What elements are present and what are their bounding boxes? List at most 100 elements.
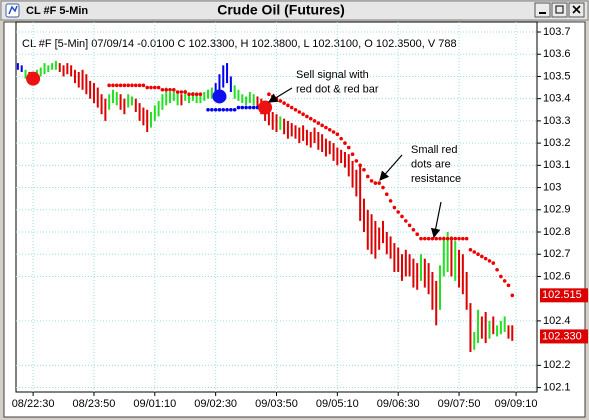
stop-dot	[141, 83, 146, 88]
y-tick-label: 102.6	[543, 270, 571, 282]
window-buttons	[534, 2, 585, 18]
stop-dot	[327, 127, 332, 132]
stop-dot	[434, 236, 439, 241]
maximize-button[interactable]	[551, 2, 568, 18]
y-tick-label: 102.2	[543, 359, 571, 371]
x-tick-label: 09/09:10	[495, 398, 538, 410]
stop-dot	[168, 87, 172, 92]
stop-dot	[286, 103, 290, 108]
stop-dot	[430, 236, 435, 241]
stop-dot	[156, 85, 161, 90]
stop-dot	[384, 192, 389, 197]
stop-dot	[145, 85, 150, 90]
stop-dot	[445, 236, 450, 241]
stop-dot	[160, 87, 165, 92]
stop-dot	[130, 83, 134, 88]
stop-dot	[480, 254, 484, 259]
close-glyph	[572, 5, 581, 14]
stop-dot	[423, 236, 427, 241]
stop-dot	[457, 236, 461, 241]
stop-dot	[308, 116, 313, 121]
annotation: Small red	[411, 144, 457, 156]
annotation: red dot & red bar	[296, 83, 379, 95]
minimize-button[interactable]	[534, 2, 551, 18]
x-tick-label: 08/23:50	[73, 398, 116, 410]
stop-dot	[495, 267, 499, 272]
stop-dot	[289, 105, 294, 110]
stop-dot	[118, 83, 123, 88]
stop-dot	[248, 105, 252, 110]
annotation: Sell signal with	[296, 69, 369, 81]
y-tick-label: 103	[543, 181, 561, 193]
stop-dot	[293, 107, 298, 112]
stop-dot	[419, 236, 423, 241]
stop-dot	[499, 274, 503, 279]
stop-dot	[229, 107, 233, 112]
stop-dot	[335, 132, 340, 137]
stop-dot	[343, 141, 347, 145]
signal-dot	[212, 89, 227, 104]
stop-dot	[449, 236, 454, 241]
stop-dot	[149, 85, 153, 90]
window-title: CL #F 5-Min	[26, 5, 88, 17]
stop-dot	[476, 252, 480, 257]
stop-dot	[491, 261, 496, 265]
stop-dot	[510, 293, 515, 298]
stop-dot	[267, 92, 271, 97]
stop-dot	[153, 85, 157, 90]
y-tick-label: 102.9	[543, 204, 571, 216]
stop-dot	[381, 185, 385, 190]
stop-dot	[350, 152, 355, 157]
x-tick-label: 09/03:50	[255, 398, 298, 410]
stop-dot	[506, 283, 511, 288]
stop-dot	[251, 105, 256, 110]
window-icon-glyph	[8, 5, 18, 15]
stop-dot	[464, 236, 469, 241]
annotation-arrow	[430, 201, 442, 239]
x-tick-label: 09/01:10	[133, 398, 176, 410]
stop-dot	[339, 136, 343, 141]
stop-dot	[137, 83, 142, 88]
stop-dot	[225, 107, 229, 112]
stop-dot	[187, 92, 191, 97]
stop-dot	[126, 83, 130, 88]
stop-dot	[175, 90, 180, 94]
y-tick-label: 102.7	[543, 248, 571, 260]
annotation: dots are	[411, 158, 451, 170]
stop-dot	[403, 219, 408, 223]
plot-area	[15, 21, 538, 393]
stop-dot	[354, 159, 359, 163]
stop-dot	[236, 105, 241, 110]
stop-dot	[305, 114, 309, 119]
stop-dot	[346, 145, 351, 150]
stop-dot	[297, 110, 302, 114]
y-tick-label: 103.2	[543, 137, 571, 149]
stop-dot	[316, 121, 321, 125]
stop-dot	[453, 236, 458, 241]
window-icon	[5, 3, 20, 18]
stop-dot	[133, 83, 138, 88]
stop-dot	[331, 130, 336, 134]
y-tick-label: 102.8	[543, 226, 571, 238]
stop-dot	[122, 83, 127, 88]
price-flag-label: 102.515	[542, 289, 582, 301]
stop-dot	[400, 214, 404, 219]
stop-dot	[358, 163, 362, 168]
y-tick-label: 103.3	[543, 115, 571, 127]
stop-dot	[210, 107, 214, 112]
y-tick-label: 102.4	[543, 315, 571, 327]
stop-dot	[438, 236, 442, 241]
annotation-arrow	[267, 87, 293, 103]
stop-dot	[164, 87, 169, 92]
stop-dot	[461, 236, 465, 241]
stop-dot	[377, 181, 381, 185]
stop-dot	[324, 125, 328, 130]
annotation-arrow	[379, 154, 403, 181]
price-flag	[540, 288, 588, 303]
price-flag-label: 102.330	[542, 330, 582, 342]
grid: 103.7 103.6 103.5 103.4 103.3 103.2 103.1 103 10…	[12, 22, 571, 410]
stop-dot	[312, 119, 317, 123]
stop-dot	[114, 83, 119, 88]
